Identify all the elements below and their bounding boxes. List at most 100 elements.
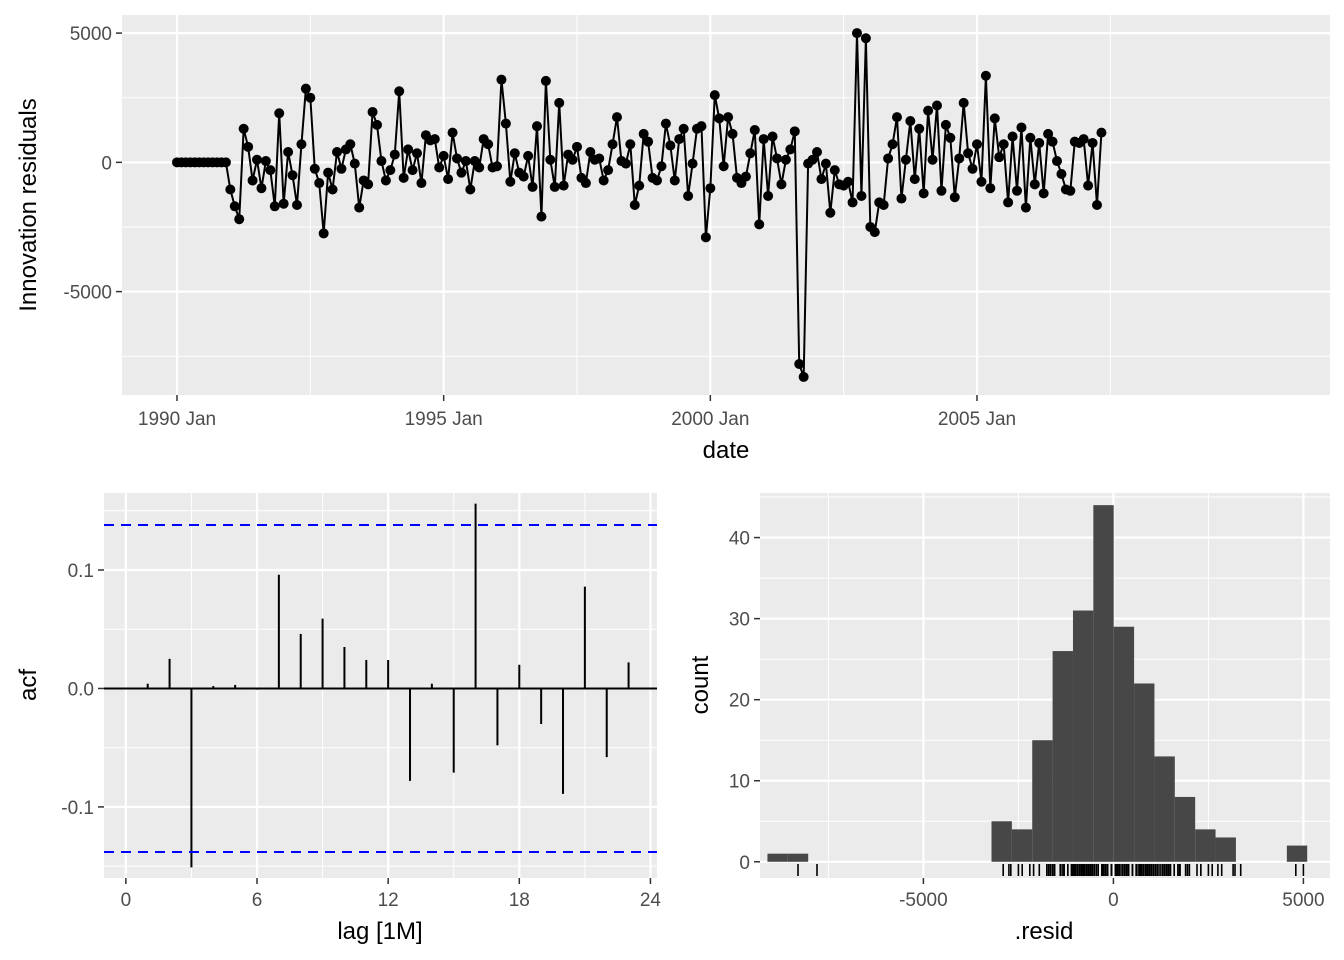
residual-point <box>354 202 365 213</box>
residual-point <box>900 154 911 165</box>
residual-point <box>700 232 711 243</box>
residual-point <box>705 183 716 194</box>
residual-point <box>434 162 445 173</box>
residual-point <box>843 176 854 187</box>
residual-point <box>305 92 316 103</box>
histogram-bars <box>767 505 1308 862</box>
x-tick-label: 12 <box>378 890 399 911</box>
residual-point <box>856 190 867 201</box>
residual-point <box>287 170 298 181</box>
residual-point <box>625 139 636 150</box>
residual-point <box>256 183 267 194</box>
histogram-rug <box>797 864 1305 876</box>
residual-point <box>572 141 582 152</box>
residual-point <box>918 188 929 199</box>
residual-point <box>1012 185 1022 196</box>
residual-point <box>238 123 249 134</box>
residual-point <box>945 132 956 143</box>
residual-point <box>887 139 898 150</box>
residual-point <box>336 163 347 174</box>
residual-point <box>789 126 800 137</box>
histogram-bar <box>1052 651 1073 862</box>
residual-point <box>509 148 520 159</box>
residual-point <box>660 118 671 129</box>
histogram-bar <box>1072 610 1094 862</box>
residual-point <box>1003 197 1014 208</box>
residual-point <box>438 150 449 161</box>
residual-point <box>740 171 751 182</box>
residual-point <box>1083 180 1094 191</box>
residual-point <box>247 175 258 186</box>
residual-point <box>452 153 462 164</box>
residual-point <box>883 153 894 164</box>
x-tick-label: 18 <box>509 890 530 911</box>
histogram-bar <box>787 853 809 862</box>
x-tick-label: 1995 Jan <box>405 409 483 430</box>
histogram-bar <box>1154 756 1175 862</box>
histogram-bar <box>1174 796 1196 862</box>
residual-point <box>385 165 396 176</box>
residual-point <box>603 165 614 176</box>
residual-point <box>345 139 356 150</box>
acf-ticks: 0 6 12 18 24 0.1 0.0 -0.1 <box>61 561 661 911</box>
residual-point <box>243 141 254 152</box>
residual-point <box>505 176 516 187</box>
residual-point <box>1025 132 1036 143</box>
residual-point <box>638 128 649 139</box>
residual-point <box>1007 131 1018 142</box>
residual-point <box>763 190 774 201</box>
residual-point <box>234 214 245 225</box>
residual-point <box>980 70 991 81</box>
acf-background <box>104 493 657 878</box>
residual-point <box>878 200 889 210</box>
y-tick-label: 0 <box>101 153 112 174</box>
residual-point <box>465 184 476 195</box>
residual-point <box>376 156 387 167</box>
residual-point <box>500 118 511 129</box>
residual-point <box>656 161 667 172</box>
residual-point <box>380 175 391 186</box>
y-tick-label: 20 <box>729 691 750 712</box>
residual-point <box>772 153 782 164</box>
residual-point <box>1038 188 1049 199</box>
residual-point <box>518 171 529 182</box>
residual-point <box>723 112 734 123</box>
time-plot-x-axis-title: date <box>703 437 750 464</box>
residual-point <box>260 156 271 167</box>
residual-point <box>749 125 760 136</box>
time-plot-panel: 1990 Jan 1995 Jan 2000 Jan 2005 Jan 5000 0 -50… <box>15 15 1330 464</box>
histogram-panel: -5000 0 5000 0 10 20 30 40 .resid count <box>687 493 1330 945</box>
residual-point <box>456 167 467 178</box>
residual-point <box>416 178 427 189</box>
y-tick-label: -0.1 <box>61 798 94 819</box>
residual-point <box>527 181 538 192</box>
residual-point <box>554 97 565 108</box>
residual-point <box>612 112 622 123</box>
y-tick-label: 0 <box>739 853 750 874</box>
residual-point <box>292 200 302 210</box>
residual-point <box>607 139 618 150</box>
residual-point <box>776 179 787 190</box>
acf-spikes <box>104 503 657 868</box>
residual-point <box>998 139 1009 150</box>
residual-point <box>674 134 685 145</box>
residual-point <box>580 178 591 189</box>
residual-point <box>274 108 285 119</box>
residual-point <box>1096 127 1107 138</box>
residual-point <box>283 147 294 158</box>
residual-point <box>536 211 547 222</box>
residual-point <box>972 139 982 150</box>
residual-point <box>967 163 978 174</box>
residual-point <box>460 156 471 167</box>
time-plot-y-axis-title: Innovation residuals <box>15 98 42 311</box>
residual-point <box>909 174 920 185</box>
residual-point <box>758 134 769 145</box>
residual-point <box>820 158 831 169</box>
x-tick-label: 24 <box>640 890 662 911</box>
residual-point <box>496 74 507 85</box>
residual-point <box>780 154 791 165</box>
residual-point <box>963 148 974 159</box>
residual-point <box>958 97 969 108</box>
histogram-bar <box>1011 829 1033 862</box>
residual-point <box>665 140 676 151</box>
